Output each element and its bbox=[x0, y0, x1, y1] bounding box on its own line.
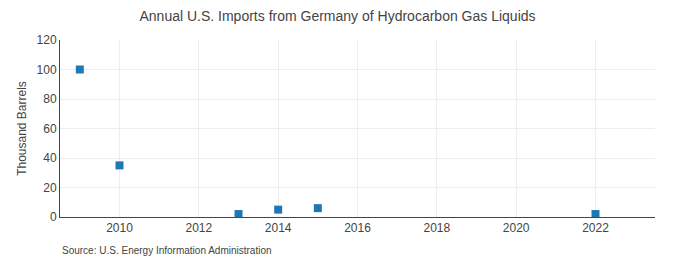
svg-text:40: 40 bbox=[43, 151, 57, 165]
svg-text:2012: 2012 bbox=[185, 221, 212, 235]
svg-text:80: 80 bbox=[43, 92, 57, 106]
svg-text:120: 120 bbox=[37, 33, 57, 47]
svg-text:100: 100 bbox=[37, 63, 57, 77]
svg-text:0: 0 bbox=[50, 210, 57, 224]
svg-text:2014: 2014 bbox=[265, 221, 292, 235]
svg-text:20: 20 bbox=[43, 181, 57, 195]
svg-text:Annual U.S. Imports from Germa: Annual U.S. Imports from Germany of Hydr… bbox=[139, 8, 535, 24]
svg-text:Thousand Barrels: Thousand Barrels bbox=[15, 81, 29, 176]
svg-text:2018: 2018 bbox=[423, 221, 450, 235]
svg-text:2010: 2010 bbox=[106, 221, 133, 235]
svg-text:2020: 2020 bbox=[503, 221, 530, 235]
svg-text:Source: U.S. Energy Informatio: Source: U.S. Energy Information Administ… bbox=[62, 245, 272, 256]
svg-text:2022: 2022 bbox=[582, 221, 609, 235]
svg-text:60: 60 bbox=[43, 122, 57, 136]
svg-text:2016: 2016 bbox=[344, 221, 371, 235]
